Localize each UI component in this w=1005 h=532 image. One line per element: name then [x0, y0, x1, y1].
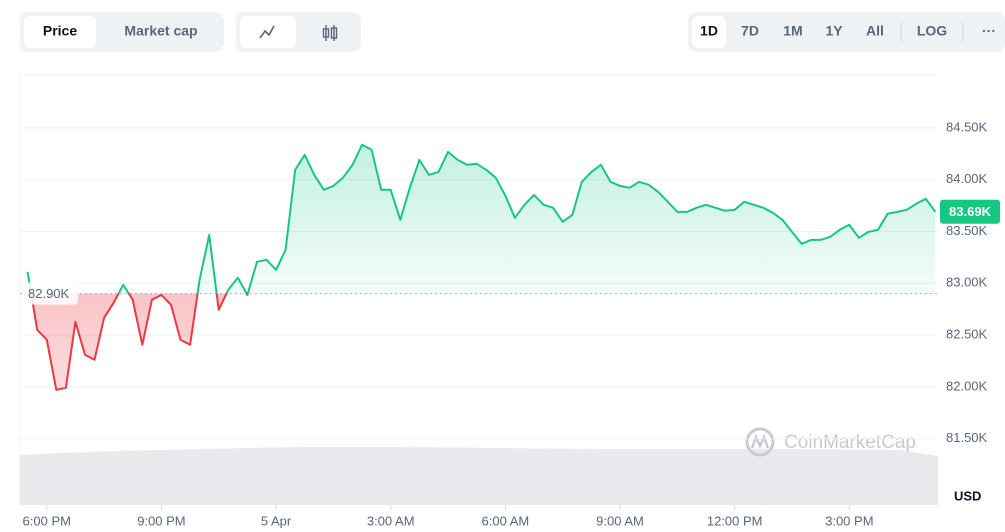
price-area — [27, 144, 936, 390]
x-tick-label: 6:00 AM — [482, 513, 530, 528]
x-tick-label: 3:00 AM — [367, 513, 415, 528]
range-1m[interactable]: 1M — [783, 23, 802, 39]
x-tick-label: 9:00 AM — [596, 513, 644, 528]
range-all[interactable]: All — [866, 23, 884, 39]
y-tick-label: 81.50K — [946, 430, 988, 445]
baseline-label: 82.90K — [28, 286, 70, 301]
x-tick-label: 3:00 PM — [825, 513, 873, 528]
log-toggle[interactable]: LOG — [917, 23, 947, 39]
range-1d[interactable]: 1D — [700, 23, 718, 39]
tab-active — [24, 16, 96, 48]
y-tick-label: 84.00K — [946, 171, 988, 186]
last-price-tag — [940, 199, 1000, 224]
tab-price[interactable]: Price — [43, 23, 77, 39]
line-type-button[interactable] — [240, 16, 296, 48]
last-price-label: 83.69K — [949, 204, 992, 219]
y-tick-label: 82.00K — [946, 378, 988, 393]
y-tick-label: 84.50K — [946, 119, 988, 134]
range-group — [688, 12, 1005, 52]
range-active — [692, 16, 726, 48]
y-tick-label: 83.50K — [946, 223, 988, 238]
y-tick-label: 82.50K — [946, 327, 988, 342]
candle-icon[interactable] — [322, 25, 338, 41]
x-tick-label: 12:00 PM — [707, 513, 763, 528]
more-button[interactable]: ··· — [982, 23, 996, 39]
line-icon — [259, 25, 275, 39]
watermark-text: CoinMarketCap — [784, 432, 916, 453]
price-line — [26, 143, 937, 391]
watermark: CoinMarketCap — [745, 427, 916, 457]
range-7d[interactable]: 7D — [741, 23, 759, 39]
x-tick-label: 9:00 PM — [137, 513, 185, 528]
x-tick-label: 5 Apr — [261, 513, 292, 528]
volume-area — [20, 447, 938, 505]
range-1y[interactable]: 1Y — [825, 23, 843, 39]
y-unit: USD — [954, 488, 981, 503]
x-tick-label: 6:00 PM — [23, 513, 71, 528]
y-tick-label: 83.00K — [946, 275, 988, 290]
tab-market-cap[interactable]: Market cap — [124, 23, 197, 39]
baseline-tag — [22, 282, 78, 305]
